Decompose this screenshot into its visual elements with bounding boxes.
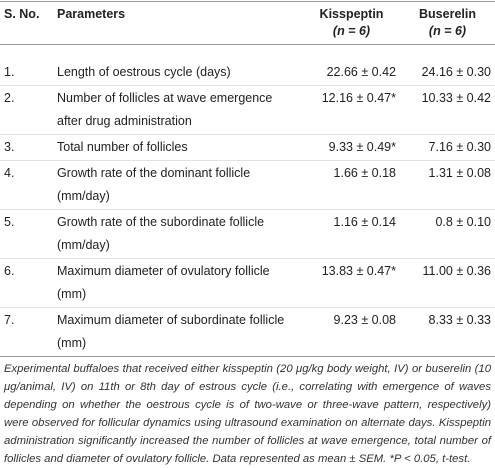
- table-cell: Growth rate of the dominant follicle (mm…: [53, 160, 303, 210]
- table-cell: 13.83 ± 0.47*: [303, 258, 400, 308]
- table-cell: 2.: [0, 85, 53, 135]
- table-cell: 11.00 ± 0.36: [400, 258, 495, 308]
- table-cell: Total number of follicles: [53, 134, 303, 161]
- table-cell: Maximum diameter of ovulatory follicle (…: [53, 258, 303, 308]
- table-row: 4. Growth rate of the dominant follicle (…: [0, 160, 495, 210]
- table-cell: 24.16 ± 0.30: [400, 44, 495, 86]
- table-cell: Growth rate of the subordinate follicle …: [53, 209, 303, 259]
- header-cell: Buserelin (n = 6): [400, 1, 495, 45]
- header-cell: S. No.: [0, 1, 53, 45]
- table-body: 1. Length of oestrous cycle (days) 22.66 ±…: [0, 44, 495, 357]
- table-cell: 3.: [0, 134, 53, 161]
- table-cell: 22.66 ± 0.42: [303, 44, 400, 86]
- header-n: (n = 6): [332, 24, 371, 38]
- table-cell: 7.: [0, 307, 53, 357]
- footnote: Experimental buffaloes that received eit…: [4, 363, 491, 465]
- header-name: Kisspeptin: [319, 7, 384, 21]
- table-cell: 1.16 ± 0.14: [303, 209, 400, 259]
- table-cell: Number of follicles at wave emergence af…: [53, 85, 303, 135]
- table-row: 5. Growth rate of the subordinate follicl…: [0, 209, 495, 259]
- table-cell: Length of oestrous cycle (days): [53, 44, 303, 86]
- table-cell: 1.66 ± 0.18: [303, 160, 400, 210]
- table-row: 2. Number of follicles at wave emergence …: [0, 85, 495, 135]
- table-row: 6. Maximum diameter of ovulatory follicle…: [0, 258, 495, 308]
- data-table: S. No. Parameters Kisspeptin (n = 6) Buse…: [0, 1, 495, 357]
- table-row: 3. Total number of follicles 9.33 ± 0.49* 7…: [0, 134, 495, 161]
- header-n: (n = 6): [428, 24, 467, 38]
- table-row: 1. Length of oestrous cycle (days) 22.66 ±…: [0, 44, 495, 86]
- table-cell: 7.16 ± 0.30: [400, 134, 495, 161]
- table-cell: 9.23 ± 0.08: [303, 307, 400, 357]
- table-cell: 8.33 ± 0.33: [400, 307, 495, 357]
- table-cell: 6.: [0, 258, 53, 308]
- table-cell: 5.: [0, 209, 53, 259]
- table-cell: 0.8 ± 0.10: [400, 209, 495, 259]
- table-cell: 1.: [0, 44, 53, 86]
- header-cell: Kisspeptin (n = 6): [303, 1, 400, 45]
- table-cell: Maximum diameter of subordinate follicle…: [53, 307, 303, 357]
- header-name: Buserelin: [419, 7, 476, 21]
- header-cell: Parameters: [53, 1, 303, 45]
- table-header: S. No. Parameters Kisspeptin (n = 6) Buse…: [0, 1, 495, 45]
- table-cell: 1.31 ± 0.08: [400, 160, 495, 210]
- table-row: 7. Maximum diameter of subordinate follic…: [0, 307, 495, 357]
- table-cell: 4.: [0, 160, 53, 210]
- table-cell: 12.16 ± 0.47*: [303, 85, 400, 135]
- table-cell: 10.33 ± 0.42: [400, 85, 495, 135]
- table-cell: 9.33 ± 0.49*: [303, 134, 400, 161]
